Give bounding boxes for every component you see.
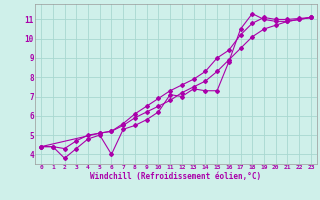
X-axis label: Windchill (Refroidissement éolien,°C): Windchill (Refroidissement éolien,°C) (91, 172, 261, 181)
